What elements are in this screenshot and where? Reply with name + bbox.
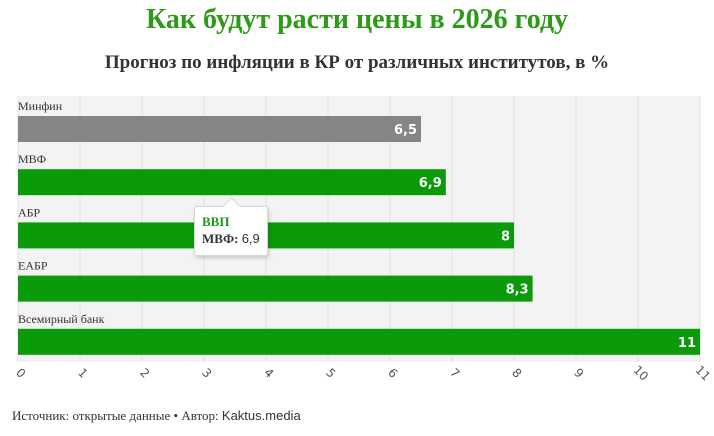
- footer-author[interactable]: Kaktus.media: [221, 408, 301, 423]
- bar: [18, 169, 446, 196]
- x-tick-label: 1: [75, 366, 90, 381]
- bar: [18, 116, 421, 142]
- x-tick-label: 3: [199, 366, 214, 381]
- tooltip-value: 6,9: [241, 231, 260, 246]
- footer-separator: •: [170, 408, 182, 423]
- tooltip-title: ВВП: [202, 214, 230, 229]
- chart-title: Как будут расти цены в 2026 году: [145, 4, 569, 35]
- data-label: 8: [501, 229, 510, 244]
- category-label: МВФ: [18, 152, 46, 166]
- x-tick-label: 5: [323, 366, 338, 381]
- bar: [18, 275, 533, 302]
- data-label: 6,5: [394, 123, 417, 138]
- chart-subtitle: Прогноз по инфляции в КР от различных ин…: [104, 52, 610, 73]
- footer-author-label: Автор:: [181, 408, 222, 423]
- x-tick-label: 9: [571, 366, 586, 381]
- category-label: Всемирный банк: [18, 312, 105, 326]
- category-label: Минфин: [18, 99, 63, 113]
- bar: [18, 328, 700, 355]
- x-tick-label: 7: [447, 366, 462, 381]
- category-label: АБР: [18, 205, 41, 219]
- tooltip-series-label: МВФ:: [202, 231, 239, 246]
- x-tick-label: 2: [137, 366, 152, 381]
- data-label: 8,3: [506, 283, 529, 298]
- x-tick-label: 11: [692, 363, 713, 384]
- chart-tooltip: ВВП МВФ: 6,9: [194, 197, 268, 256]
- data-label: 6,9: [419, 176, 442, 191]
- x-tick-label: 10: [630, 363, 651, 384]
- category-label: ЕАБР: [18, 259, 48, 273]
- x-tick-label: 0: [13, 366, 28, 381]
- footer-source: Источник: открытые данные: [12, 408, 171, 423]
- x-tick-label: 8: [509, 366, 524, 381]
- x-tick-label: 4: [261, 366, 276, 381]
- x-tick-label: 6: [385, 366, 400, 381]
- footer: Источник: открытые данные • Автор: Kaktu…: [12, 408, 301, 424]
- tooltip-line: МВФ: 6,9: [202, 230, 260, 248]
- data-label: 11: [678, 336, 696, 351]
